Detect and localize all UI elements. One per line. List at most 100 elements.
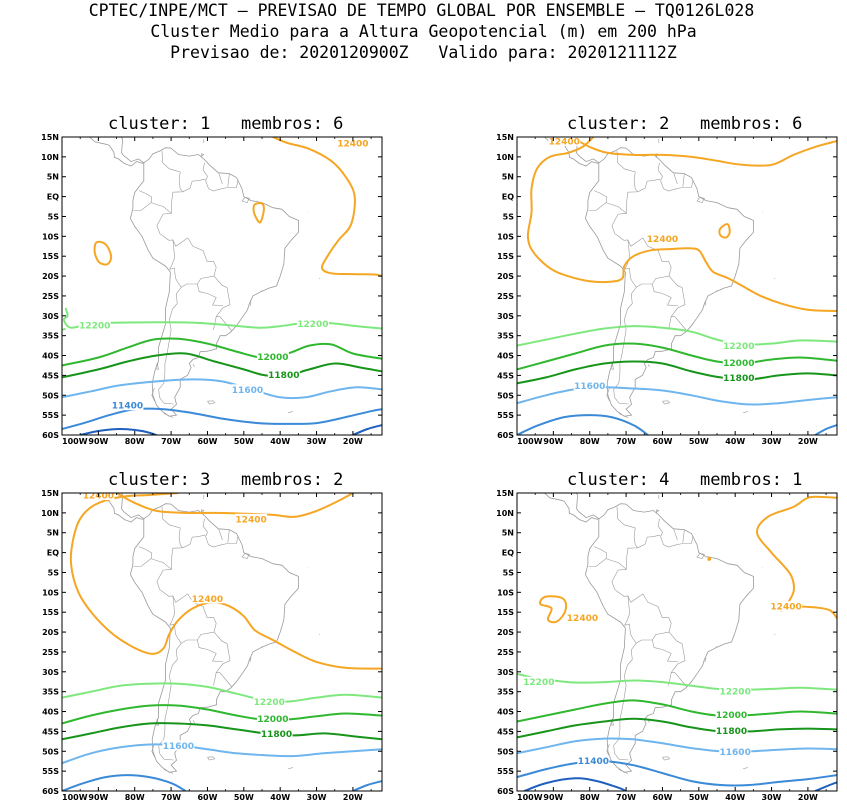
lat-tick-label: 20S xyxy=(42,272,59,281)
lat-tick-label: EQ xyxy=(502,549,514,558)
country-border xyxy=(612,535,687,686)
island-outline xyxy=(619,414,628,418)
lat-tick-label: 5N xyxy=(47,529,59,538)
contour-line xyxy=(62,329,66,330)
country-border xyxy=(617,151,638,192)
lat-tick-label: 60S xyxy=(42,787,59,796)
contour-label: 12200 xyxy=(297,320,328,330)
lat-tick-label: 15N xyxy=(496,489,514,498)
country-border xyxy=(213,673,216,686)
lat-tick-label: 45S xyxy=(42,727,59,736)
central-america-coastline xyxy=(517,489,599,522)
country-border xyxy=(162,151,183,192)
contour-label: 11800 xyxy=(261,730,292,740)
country-border xyxy=(228,174,230,187)
lat-tick-label: 5S xyxy=(503,568,515,577)
island-outline xyxy=(193,364,195,366)
lat-tick-label: 5S xyxy=(503,212,515,221)
lat-tick-label: 40S xyxy=(497,708,514,717)
lat-tick-label: 40S xyxy=(497,352,514,361)
country-border xyxy=(614,287,637,404)
contour-label: 12000 xyxy=(257,353,288,363)
lat-tick-label: 55S xyxy=(42,767,59,776)
lon-tick-label: 90W xyxy=(88,793,108,802)
contour-line xyxy=(517,719,837,738)
map-plot: 12400124001220012000118001160015N10N5NEQ… xyxy=(477,133,847,451)
contour-line xyxy=(273,137,382,276)
lat-tick-label: 50S xyxy=(42,391,59,400)
header-subtitle: Cluster Medio para a Altura Geopotencial… xyxy=(0,21,847,42)
lat-tick-label: 60S xyxy=(497,431,514,440)
lon-tick-label: 20W xyxy=(798,437,818,446)
lat-tick-label: 55S xyxy=(497,411,514,420)
country-border xyxy=(170,624,214,643)
lat-tick-label: 50S xyxy=(497,747,514,756)
lat-tick-label: 60S xyxy=(497,787,514,796)
contour-line xyxy=(64,308,382,329)
contour-line xyxy=(254,203,264,223)
country-border xyxy=(228,530,230,543)
contour-label: 12400 xyxy=(647,235,678,245)
lat-tick-label: 35S xyxy=(42,332,59,341)
lat-tick-label: 10N xyxy=(41,509,59,518)
country-border xyxy=(134,547,152,567)
panel-title: cluster: 1 membros: 6 xyxy=(108,114,343,134)
country-border xyxy=(612,179,687,330)
country-border xyxy=(658,163,693,191)
lat-tick-label: 35S xyxy=(497,688,514,697)
contour-label: 12200 xyxy=(720,687,751,697)
country-border xyxy=(159,287,182,404)
lat-tick-label: 35S xyxy=(42,688,59,697)
lon-tick-label: 80W xyxy=(125,793,145,802)
country-border xyxy=(197,284,223,306)
lat-tick-label: 10S xyxy=(42,588,59,597)
island-outline xyxy=(656,510,659,513)
contour-line xyxy=(719,224,729,238)
lon-tick-label: 60W xyxy=(652,437,672,446)
panel-title: cluster: 2 membros: 6 xyxy=(567,114,802,134)
island-outline xyxy=(743,412,748,413)
lat-tick-label: 5N xyxy=(502,173,514,182)
contour-label: 12400 xyxy=(192,595,223,605)
lat-tick-label: 40S xyxy=(42,708,59,717)
country-border xyxy=(625,268,669,287)
contour-label: 11600 xyxy=(720,748,751,758)
contour-line xyxy=(517,700,837,721)
lat-tick-label: 15N xyxy=(496,133,514,142)
lat-tick-label: 60S xyxy=(42,431,59,440)
contour-label: 11400 xyxy=(578,757,609,767)
contour-line xyxy=(62,775,186,791)
lon-tick-label: 20W xyxy=(798,793,818,802)
lat-tick-label: 50S xyxy=(42,747,59,756)
island-outline xyxy=(164,414,173,418)
country-border xyxy=(683,174,685,187)
lon-tick-label: 70W xyxy=(616,437,636,446)
contour-line xyxy=(117,493,353,517)
contour-label: 12400 xyxy=(770,603,801,613)
lat-tick-label: 5S xyxy=(48,212,60,221)
lat-tick-label: 10N xyxy=(41,153,59,162)
lon-tick-label: 20W xyxy=(343,793,363,802)
panel-title: cluster: 4 membros: 1 xyxy=(567,470,802,490)
island-outline xyxy=(201,154,204,157)
contour-line xyxy=(524,778,626,791)
contour-line xyxy=(757,497,837,618)
contour-line xyxy=(80,429,156,435)
lat-tick-label: 30S xyxy=(42,668,59,677)
country-border xyxy=(157,179,232,330)
island-outline xyxy=(208,757,215,760)
lon-tick-label: 30W xyxy=(762,793,782,802)
contour-line xyxy=(540,596,566,622)
lat-tick-label: 5N xyxy=(502,529,514,538)
lat-tick-label: 25S xyxy=(497,648,514,657)
contour-label: 11600 xyxy=(232,386,263,396)
island-outline xyxy=(242,197,249,202)
contour-line xyxy=(572,137,838,166)
country-border xyxy=(625,624,669,643)
country-border xyxy=(170,240,175,269)
lat-tick-label: 55S xyxy=(497,767,514,776)
contour-line xyxy=(62,705,382,723)
